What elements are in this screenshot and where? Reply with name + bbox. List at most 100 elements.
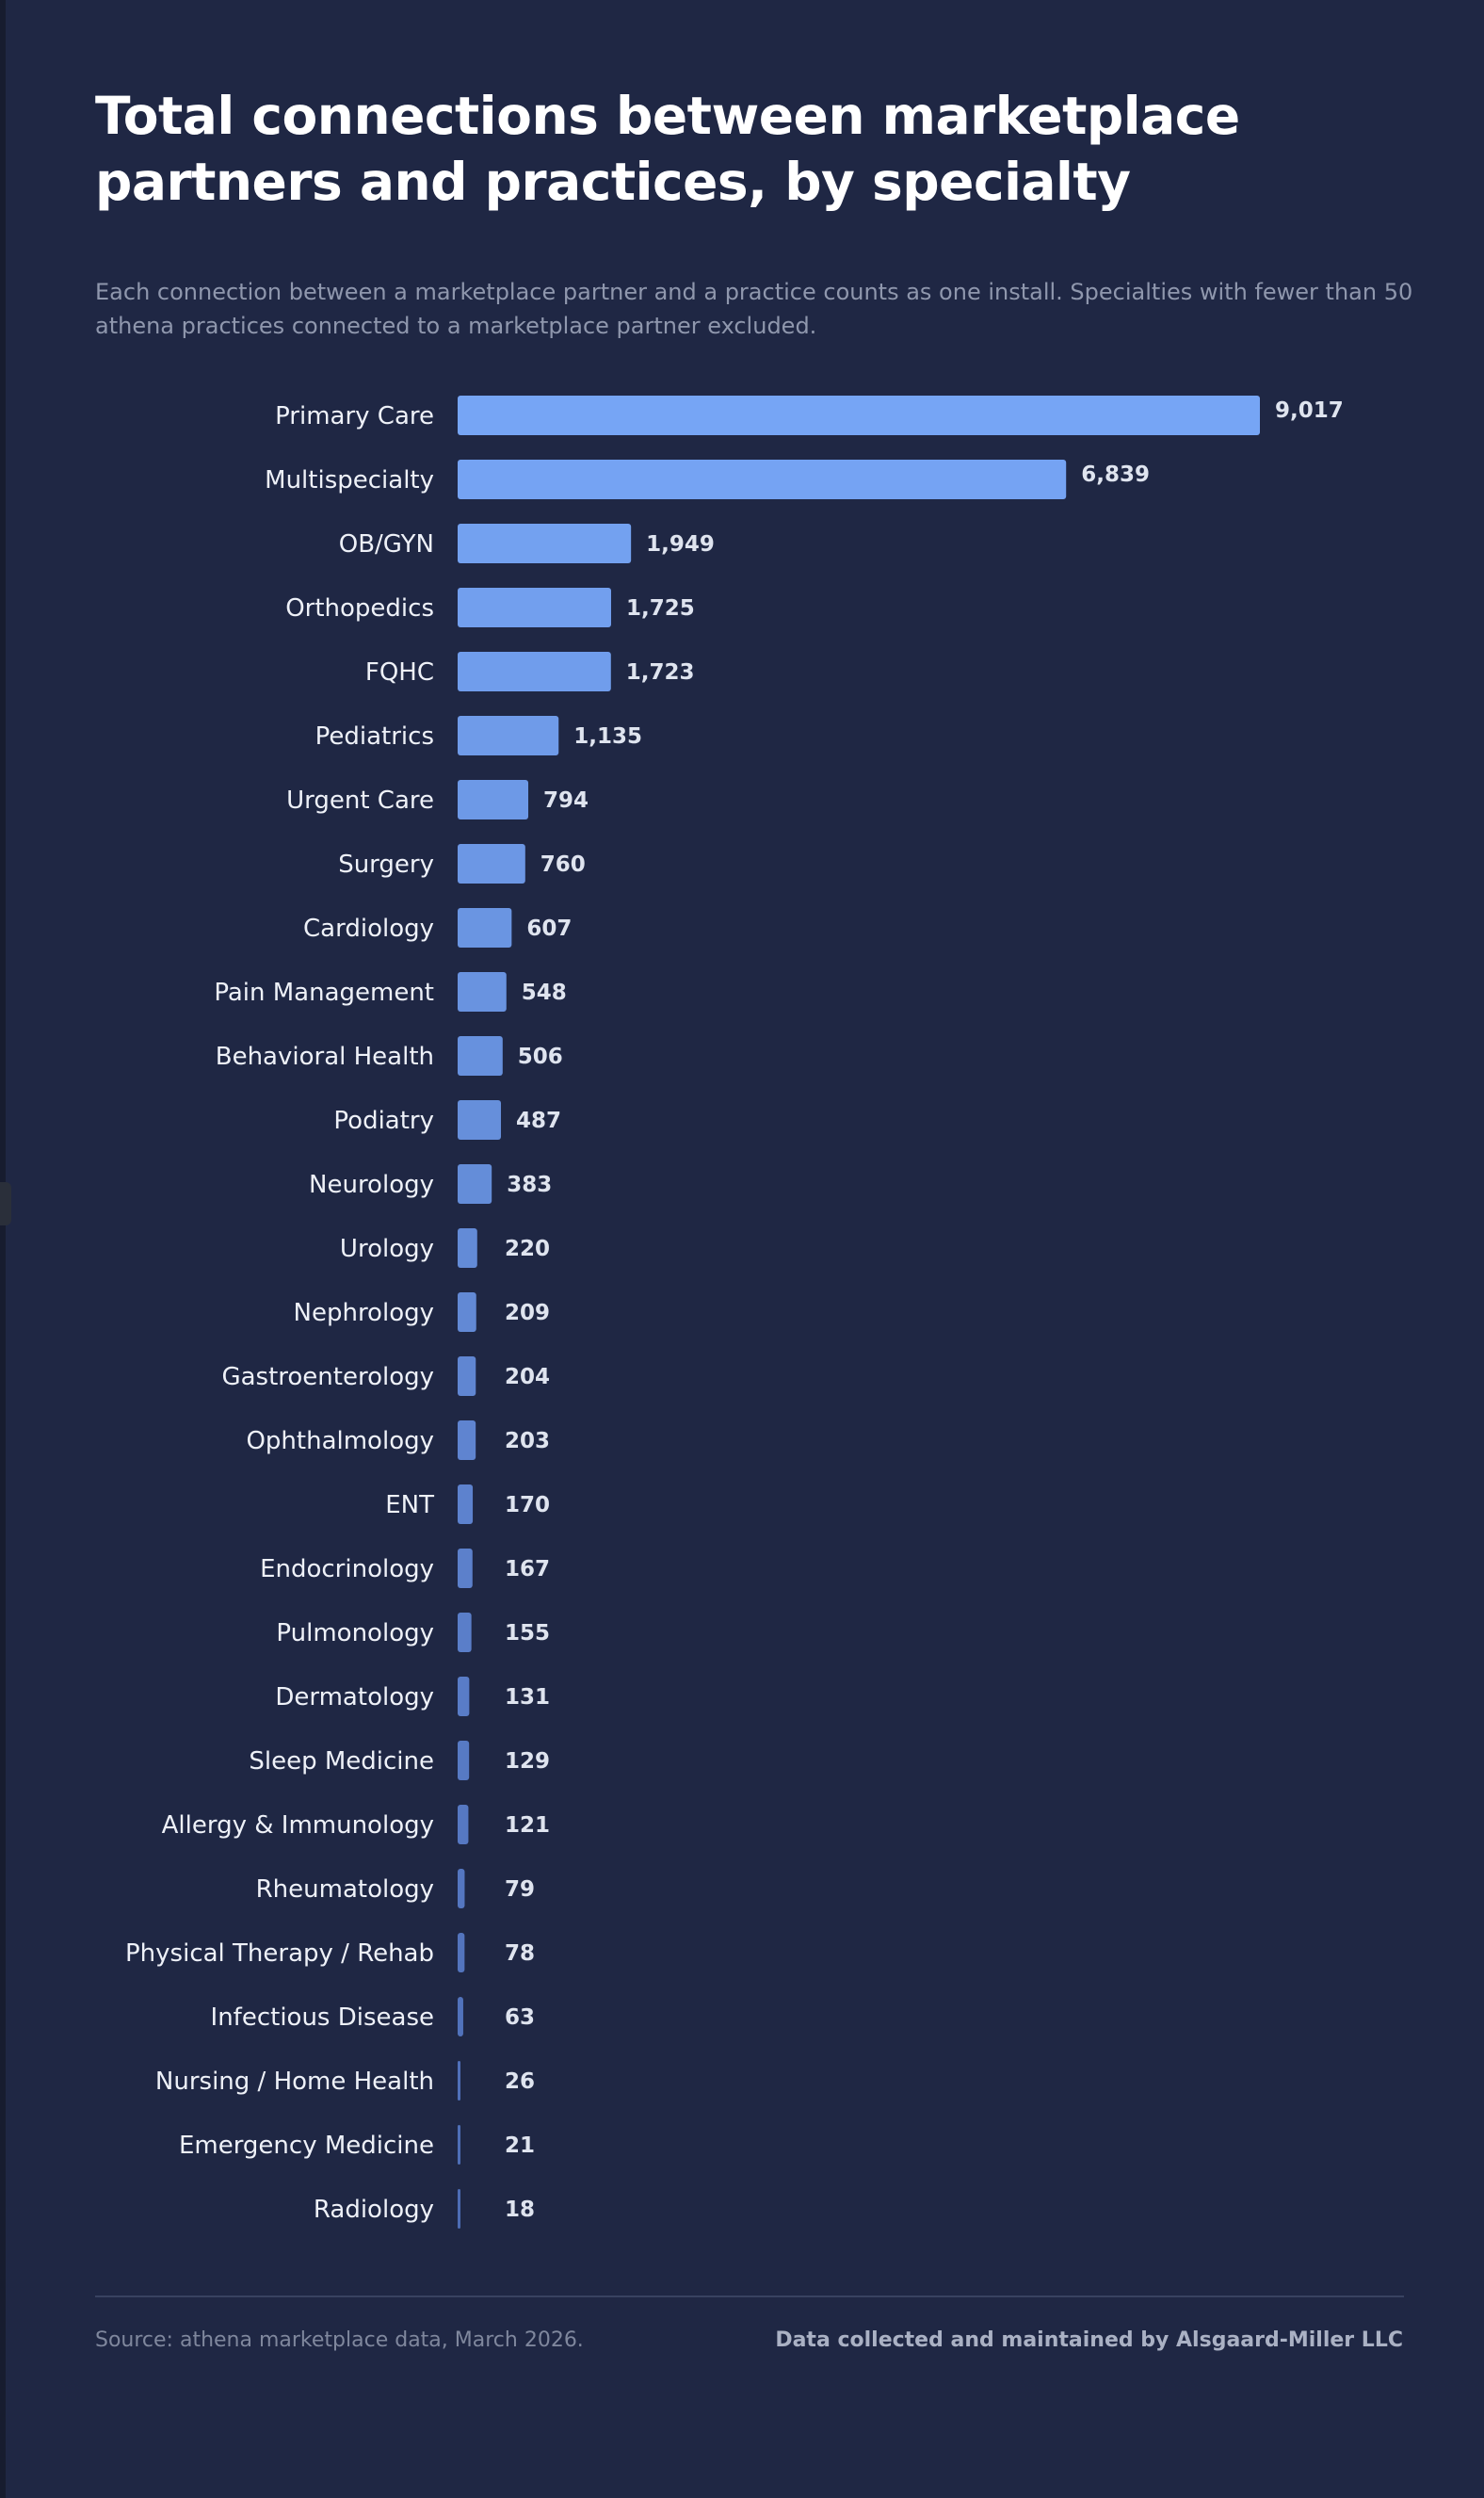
bar-row-nephrology: Nephrology 209: [294, 1292, 550, 1332]
value-label: 21: [505, 2133, 535, 2158]
value-label: 1,723: [626, 660, 695, 685]
category-label: Behavioral Health: [216, 1043, 434, 1071]
bar-row-endocrinology: Endocrinology 167: [260, 1549, 550, 1588]
bar-row-dermatology: Dermatology 131: [275, 1677, 550, 1716]
bar: [458, 1741, 470, 1780]
bar: [458, 1933, 465, 1972]
value-label: 203: [505, 1429, 550, 1453]
chart-title: Total connections between marketplace pa…: [95, 86, 1240, 212]
bar: [458, 1869, 465, 1908]
category-label: Infectious Disease: [211, 2003, 434, 2032]
bar-row-emergency-medicine: Emergency Medicine 21: [179, 2125, 535, 2165]
value-label: 383: [507, 1173, 552, 1197]
credit-note: Data collected and maintained by Alsgaar…: [775, 2328, 1403, 2352]
value-label: 167: [505, 1557, 550, 1582]
value-label: 204: [505, 1365, 550, 1389]
category-label: Pediatrics: [315, 722, 434, 751]
value-label: 607: [526, 916, 572, 941]
bar-row-nursing-home-health: Nursing / Home Health 26: [155, 2061, 535, 2101]
bar-row-ob-gyn: OB/GYN 1,949: [339, 524, 715, 563]
value-label: 79: [505, 1877, 535, 1902]
footer-divider: [95, 2295, 1404, 2297]
value-label: 209: [505, 1301, 550, 1325]
category-label: Gastroenterology: [221, 1363, 434, 1391]
bar: [458, 1036, 503, 1076]
window-left-edge: [0, 0, 6, 2498]
category-label: Surgery: [338, 851, 434, 879]
value-label: 548: [522, 981, 567, 1005]
value-label: 487: [516, 1109, 561, 1133]
chart-subtitle: Each connection between a marketplace pa…: [95, 279, 1413, 339]
value-label: 129: [505, 1749, 550, 1774]
bar: [458, 1100, 502, 1140]
bar-row-sleep-medicine: Sleep Medicine 129: [249, 1741, 550, 1780]
bar-row-ophthalmology: Ophthalmology 203: [246, 1420, 550, 1460]
value-label: 131: [505, 1685, 550, 1710]
category-label: Urology: [340, 1235, 434, 1263]
value-label: 170: [505, 1493, 550, 1517]
value-label: 794: [543, 788, 589, 813]
category-label: Orthopedics: [285, 594, 434, 623]
category-label: ENT: [385, 1491, 434, 1519]
bar: [458, 460, 1067, 499]
category-label: Rheumatology: [256, 1875, 434, 1904]
category-label: Radiology: [314, 2196, 434, 2224]
bar: [458, 652, 611, 691]
bar: [458, 844, 525, 884]
category-label: FQHC: [365, 658, 434, 687]
bar-row-radiology: Radiology 18: [314, 2189, 535, 2229]
category-label: Neurology: [309, 1171, 434, 1199]
value-label: 9,017: [1275, 398, 1344, 423]
bar: [458, 1805, 469, 1844]
bar-row-rheumatology: Rheumatology 79: [256, 1869, 535, 1908]
bar-row-surgery: Surgery 760: [338, 844, 586, 884]
value-label: 6,839: [1081, 462, 1150, 487]
bar-row-podiatry: Podiatry 487: [333, 1100, 561, 1140]
bar: [458, 1677, 470, 1716]
bar: [458, 908, 512, 948]
source-note: Source: athena marketplace data, March 2…: [95, 2328, 584, 2352]
bar-row-urology: Urology 220: [340, 1228, 550, 1268]
value-label: 26: [505, 2069, 535, 2094]
bar-row-gastroenterology: Gastroenterology 204: [221, 1356, 550, 1396]
value-label: 506: [518, 1045, 563, 1069]
category-label: Primary Care: [275, 402, 434, 430]
bar: [458, 2189, 460, 2229]
bar: [458, 1356, 476, 1396]
category-label: Ophthalmology: [246, 1427, 434, 1455]
category-label: Allergy & Immunology: [162, 1811, 434, 1840]
bar-chart: Primary Care 9,017 Multispecialty 6,839 OB/G…: [125, 396, 1344, 2229]
value-label: 1,135: [573, 724, 642, 749]
bar: [458, 716, 559, 755]
bar: [458, 2125, 460, 2165]
bar: [458, 396, 1260, 435]
bar-row-orthopedics: Orthopedics 1,725: [285, 588, 695, 627]
category-label: Dermatology: [275, 1683, 434, 1711]
category-label: Nursing / Home Health: [155, 2068, 434, 2096]
category-label: Pulmonology: [276, 1619, 434, 1647]
bar-row-infectious-disease: Infectious Disease 63: [211, 1997, 535, 2036]
bar-row-pulmonology: Pulmonology 155: [276, 1613, 550, 1652]
bar: [458, 588, 611, 627]
resize-handle[interactable]: [0, 1182, 11, 1225]
category-label: Emergency Medicine: [179, 2132, 434, 2160]
bar-row-primary-care: Primary Care 9,017: [275, 396, 1344, 435]
bar: [458, 1484, 474, 1524]
bar-row-pain-management: Pain Management 548: [214, 972, 567, 1012]
category-label: Multispecialty: [265, 466, 434, 495]
category-label: OB/GYN: [339, 530, 434, 559]
value-label: 121: [505, 1813, 550, 1838]
bar-row-cardiology: Cardiology 607: [303, 908, 572, 948]
bar-row-pediatrics: Pediatrics 1,135: [315, 716, 642, 755]
bar: [458, 780, 529, 819]
bar-row-urgent-care: Urgent Care 794: [286, 780, 589, 819]
value-label: 63: [505, 2005, 535, 2030]
bar: [458, 524, 632, 563]
category-label: Cardiology: [303, 915, 434, 943]
bar: [458, 1420, 476, 1460]
bar-row-neurology: Neurology 383: [309, 1164, 552, 1204]
value-label: 78: [505, 1941, 535, 1966]
bar: [458, 1164, 492, 1204]
bar-row-physical-therapy-rehab: Physical Therapy / Rehab 78: [125, 1933, 535, 1972]
category-label: Podiatry: [333, 1107, 434, 1135]
